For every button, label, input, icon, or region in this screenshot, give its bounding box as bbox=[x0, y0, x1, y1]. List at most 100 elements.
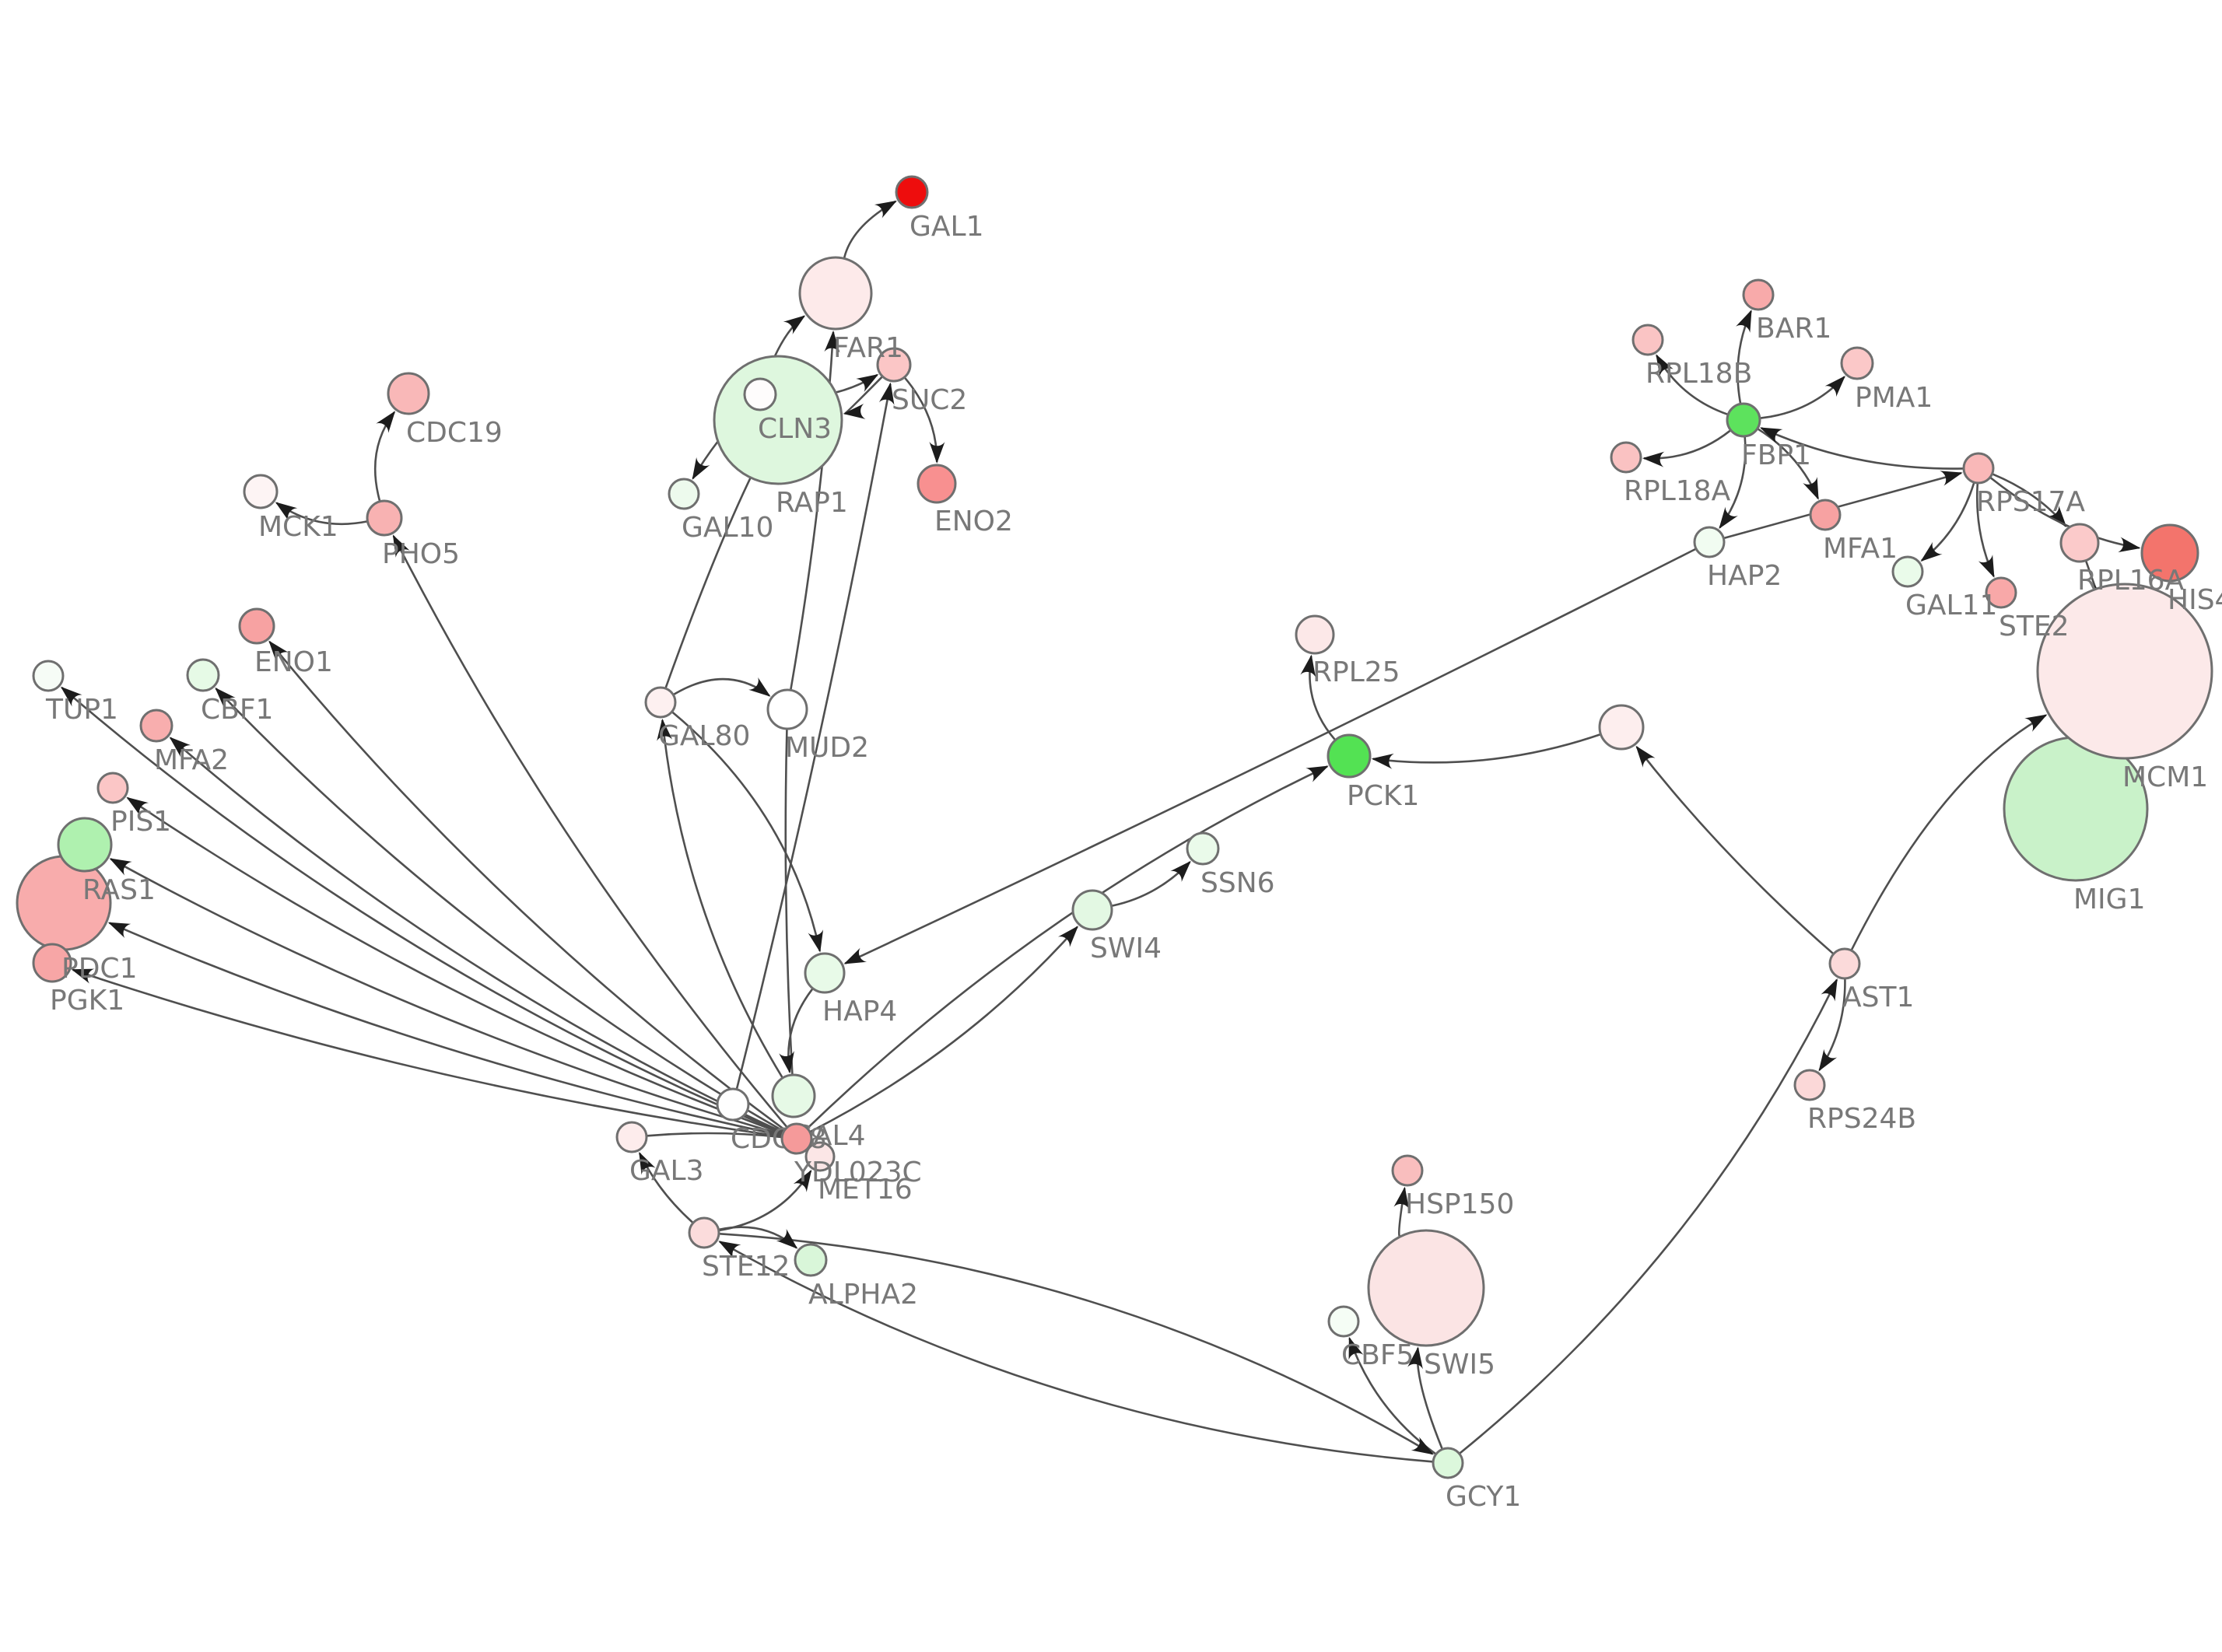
edge-SUC2-RAP1[interactable] bbox=[843, 376, 883, 419]
edge-FBP1-BAR1[interactable] bbox=[1736, 310, 1752, 404]
node-pck1[interactable] bbox=[1327, 733, 1372, 779]
edge-AST1-MCM1[interactable] bbox=[1850, 714, 2048, 950]
edge-RPS17A-RPL16A[interactable] bbox=[1992, 473, 2067, 527]
node-swi5[interactable] bbox=[1367, 1229, 1485, 1347]
node-ast1[interactable] bbox=[1828, 947, 1861, 980]
edge-RPS17A-STE2[interactable] bbox=[1975, 483, 1995, 578]
edge-HAP4-GAL4[interactable] bbox=[779, 988, 814, 1074]
edge-FBP1-RPL18B[interactable] bbox=[1656, 354, 1728, 415]
node-mfa2[interactable] bbox=[139, 709, 173, 743]
node-far1[interactable] bbox=[798, 256, 873, 331]
edge-FBP1-RPL18A[interactable] bbox=[1642, 429, 1731, 467]
edge-YDL023C-PGK1[interactable] bbox=[71, 968, 782, 1138]
node-pis1[interactable] bbox=[96, 772, 129, 804]
edge-HAP2-RPS17A[interactable] bbox=[1723, 471, 1963, 539]
edge-AST1-RPS24B[interactable] bbox=[1818, 978, 1846, 1072]
edge-GAL4-GAL80[interactable] bbox=[657, 718, 783, 1078]
node-rpl18b[interactable] bbox=[1631, 324, 1664, 356]
edge-SUC2-ENO2[interactable] bbox=[904, 376, 945, 464]
edge-YDL023C-TUP1[interactable] bbox=[60, 686, 783, 1134]
node-ras1[interactable] bbox=[57, 817, 113, 873]
edge-GAL80-RAP1[interactable] bbox=[664, 478, 752, 688]
node-mud2[interactable] bbox=[766, 688, 808, 730]
edge-CDC28-SUC2[interactable] bbox=[735, 382, 895, 1089]
node-suc2[interactable] bbox=[876, 347, 912, 383]
edge-YDL023C-PIS1[interactable] bbox=[126, 796, 783, 1135]
edge-YDL023C-RAS1[interactable] bbox=[109, 858, 783, 1136]
edge-AST1-UNNAMED[interactable] bbox=[1635, 745, 1834, 954]
node-pma1[interactable] bbox=[1840, 346, 1874, 380]
edge-YDL023C-SWI4[interactable] bbox=[810, 926, 1079, 1133]
node-swi4[interactable] bbox=[1071, 889, 1113, 931]
edge-MUD2-GAL4[interactable] bbox=[784, 729, 794, 1075]
node-gcy1[interactable] bbox=[1432, 1447, 1464, 1479]
node-gal1[interactable] bbox=[895, 175, 929, 209]
node-gal80[interactable] bbox=[644, 686, 677, 719]
node-ssn6[interactable] bbox=[1186, 831, 1220, 866]
node-met16[interactable] bbox=[804, 1141, 836, 1172]
node-alpha2[interactable] bbox=[794, 1243, 828, 1277]
node-ste2[interactable] bbox=[1985, 576, 2017, 609]
node-hap2[interactable] bbox=[1693, 526, 1726, 558]
edge-RPS17A-GAL11[interactable] bbox=[1920, 482, 1975, 562]
node-rps17a[interactable] bbox=[1962, 452, 1995, 485]
edge-YDL023C-GAL3[interactable] bbox=[647, 1132, 782, 1139]
node-gal3[interactable] bbox=[615, 1121, 648, 1153]
edge-YDL023C-ENO1[interactable] bbox=[268, 640, 785, 1131]
edge-GCY1-STE12[interactable] bbox=[718, 1241, 1433, 1463]
node-his4[interactable] bbox=[2140, 523, 2199, 583]
edge-RPS17A-HIS4[interactable] bbox=[1989, 477, 2141, 553]
edge-GCY1-SWI5[interactable] bbox=[1407, 1346, 1443, 1449]
node-cln3[interactable] bbox=[743, 377, 777, 411]
node-ydl023c[interactable] bbox=[780, 1122, 813, 1155]
edge-GCY1-AST1[interactable] bbox=[1459, 978, 1838, 1454]
node-gal11[interactable] bbox=[1891, 555, 1924, 588]
node-cbf1[interactable] bbox=[186, 658, 220, 692]
edge-STE12-ALPHA2[interactable] bbox=[719, 1226, 798, 1249]
node-mcm1[interactable] bbox=[2036, 583, 2213, 760]
node-rpl25[interactable] bbox=[1295, 614, 1335, 655]
node-ste12[interactable] bbox=[688, 1216, 720, 1249]
edge-PHO5-CDC19[interactable] bbox=[373, 411, 396, 502]
edge-PCK1-RPL25[interactable] bbox=[1300, 654, 1336, 740]
node-fbp1[interactable] bbox=[1726, 402, 1761, 438]
edge-FBP1-HAP2[interactable] bbox=[1719, 436, 1747, 530]
node-rpl18a[interactable] bbox=[1610, 441, 1642, 474]
edge-FAR1-GAL1[interactable] bbox=[843, 200, 897, 258]
edge-PHO5-MCK1[interactable] bbox=[275, 502, 367, 526]
node-eno1[interactable] bbox=[238, 607, 275, 645]
node-eno2[interactable] bbox=[916, 464, 957, 504]
edge-YDL023C-PDC1[interactable] bbox=[107, 922, 782, 1137]
edge-YDL023C-MFA2[interactable] bbox=[169, 737, 783, 1133]
node-cbf5[interactable] bbox=[1327, 1305, 1360, 1338]
edge-MUD2-FAR1[interactable] bbox=[790, 330, 840, 690]
edge-YDL023C-PHO5[interactable] bbox=[392, 534, 788, 1128]
edge-YDL023C-PCK1[interactable] bbox=[807, 765, 1329, 1129]
node-bar1[interactable] bbox=[1742, 278, 1775, 311]
edge-SWI4-SSN6[interactable] bbox=[1112, 860, 1191, 907]
edge-FBP1-PMA1[interactable] bbox=[1760, 376, 1845, 419]
node-cdc28[interactable] bbox=[716, 1087, 750, 1122]
node-cdc19[interactable] bbox=[387, 372, 430, 415]
node-rpl16a[interactable] bbox=[2059, 523, 2100, 563]
edge-GAL80-MUD2[interactable] bbox=[673, 677, 771, 697]
node-mck1[interactable] bbox=[243, 474, 279, 509]
edge-STE12-GAL3[interactable] bbox=[638, 1151, 693, 1223]
edge-YDL023C-CBF1[interactable] bbox=[215, 687, 784, 1132]
node-rps24b[interactable] bbox=[1793, 1069, 1826, 1101]
node-gal4[interactable] bbox=[771, 1073, 816, 1118]
node-hsp150[interactable] bbox=[1391, 1154, 1424, 1187]
node-gal10[interactable] bbox=[668, 478, 700, 510]
edge-UNNAMED-PCK1[interactable] bbox=[1371, 733, 1601, 769]
edge-HAP2-HAP4[interactable] bbox=[843, 548, 1696, 964]
edge-RPS17A-FBP1[interactable] bbox=[1759, 427, 1964, 470]
node-mfa1[interactable] bbox=[1809, 499, 1842, 531]
edge-GAL80-HAP4[interactable] bbox=[671, 711, 824, 953]
node-pgk1[interactable] bbox=[32, 943, 72, 983]
node-pho5[interactable] bbox=[366, 499, 403, 537]
node-hap4[interactable] bbox=[804, 952, 846, 994]
edge-SWI5-HSP150[interactable] bbox=[1393, 1186, 1410, 1237]
edge-STE12-GCY1[interactable] bbox=[719, 1233, 1434, 1455]
node-unnamed[interactable] bbox=[1598, 704, 1645, 751]
node-tup1[interactable] bbox=[32, 660, 65, 692]
